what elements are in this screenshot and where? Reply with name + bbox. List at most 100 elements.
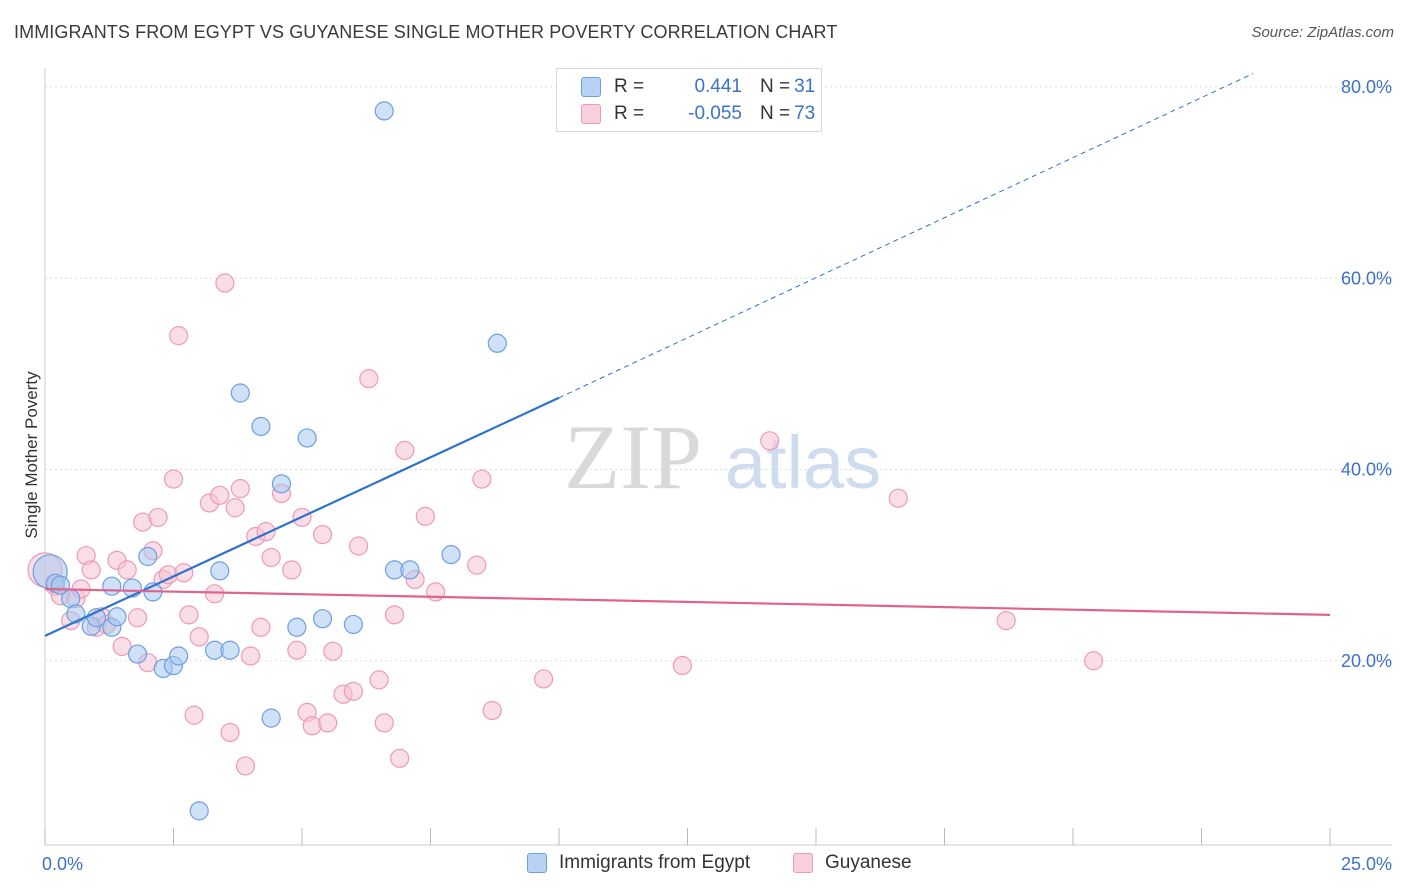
y-tick-label: 20.0% — [1341, 651, 1392, 671]
guyanese-point — [282, 560, 302, 580]
guyanese-point — [323, 641, 343, 661]
egypt-point — [261, 708, 281, 728]
egypt-point — [287, 617, 307, 637]
watermark-zip: ZIP — [564, 406, 702, 508]
guyanese-point — [318, 713, 338, 733]
egypt-trend-line — [44, 396, 560, 637]
egypt-point — [374, 101, 394, 121]
guyanese-point — [261, 547, 281, 568]
guyanese-swatch — [581, 104, 601, 124]
guyanese-point — [672, 655, 692, 676]
legend-row-guyanese: R = -0.055 N = 73 — [581, 101, 815, 127]
guyanese-point — [184, 705, 204, 725]
egypt-point — [271, 474, 292, 494]
legend-n-value: 73 — [794, 103, 816, 124]
egypt-point — [441, 545, 461, 565]
guyanese-point — [210, 485, 230, 505]
y-tick-label: 40.0% — [1341, 460, 1392, 480]
guyanese-point — [189, 627, 209, 647]
x-tick-label: 25.0% — [1341, 854, 1392, 874]
guyanese-point — [205, 584, 225, 604]
egypt-point — [312, 609, 333, 629]
y-tick-label: 80.0% — [1341, 77, 1392, 97]
guyanese-legend-label: Guyanese — [825, 852, 912, 873]
guyanese-point — [230, 479, 250, 499]
axes — [44, 68, 1392, 846]
watermark-atlas: atlas — [725, 421, 881, 504]
trend-lines — [44, 73, 1331, 637]
legend-r-label: R = — [614, 76, 645, 97]
egypt-point — [210, 561, 230, 581]
guyanese-point — [390, 748, 410, 768]
egypt-point — [220, 640, 240, 660]
guyanese-point — [225, 498, 245, 518]
guyanese-point — [169, 326, 189, 346]
guyanese-trend-line — [44, 587, 1331, 616]
guyanese-points — [27, 273, 1104, 776]
guyanese-point — [112, 636, 132, 657]
guyanese-point — [1083, 651, 1104, 671]
guyanese-point — [359, 369, 379, 389]
egypt-legend-label: Immigrants from Egypt — [559, 852, 751, 873]
guyanese-point — [369, 670, 389, 690]
watermark: ZIP atlas — [564, 406, 881, 508]
egypt-legend-swatch — [527, 853, 547, 873]
egypt-point — [189, 801, 209, 821]
egypt-point — [251, 416, 271, 437]
egypt-point — [107, 607, 127, 627]
guyanese-point — [179, 605, 199, 625]
egypt-point — [138, 546, 158, 567]
guyanese-point — [287, 640, 307, 660]
egypt-point — [487, 333, 507, 353]
guyanese-point — [81, 560, 101, 580]
guyanese-point — [415, 506, 435, 526]
egypt-point — [400, 560, 420, 580]
legend-item-guyanese: Guyanese — [793, 852, 912, 874]
guyanese-point — [220, 722, 240, 743]
series-legend: Immigrants from Egypt Guyanese — [0, 852, 1406, 878]
source-label: Source: ZipAtlas.com — [1251, 24, 1394, 41]
guyanese-point — [241, 646, 261, 666]
egypt-swatch — [581, 77, 601, 97]
guyanese-point — [760, 431, 780, 451]
stats-legend: R = 0.441 N = 31 R = -0.055 N = 73 — [556, 68, 822, 132]
egypt-point — [127, 644, 148, 664]
guyanese-point — [888, 488, 908, 508]
y-tick-label: 60.0% — [1341, 268, 1392, 288]
guyanese-point — [343, 681, 363, 701]
egypt-point — [297, 428, 317, 448]
guyanese-point — [482, 700, 502, 721]
x-tick-label: 0.0% — [42, 854, 83, 874]
guyanese-point — [533, 669, 554, 689]
guyanese-point — [312, 524, 333, 545]
egypt-points — [32, 101, 507, 821]
guyanese-point — [467, 555, 487, 575]
egypt-point — [66, 604, 86, 624]
egypt-point — [230, 383, 250, 403]
guyanese-legend-swatch — [793, 853, 813, 873]
guyanese-point — [235, 756, 256, 776]
chart-title: IMMIGRANTS FROM EGYPT VS GUYANESE SINGLE… — [14, 22, 838, 42]
legend-r-value: -0.055 — [688, 103, 742, 124]
legend-r-value: 0.441 — [694, 76, 742, 97]
guyanese-point — [163, 469, 184, 489]
legend-row-egypt: R = 0.441 N = 31 — [581, 74, 815, 100]
guyanese-point — [996, 610, 1016, 631]
legend-r-label: R = — [614, 103, 645, 124]
legend-item-egypt: Immigrants from Egypt — [527, 852, 750, 874]
legend-n-label: N = — [760, 76, 791, 97]
legend-n-value: 31 — [794, 76, 816, 97]
guyanese-point — [215, 273, 235, 293]
guyanese-point — [374, 713, 394, 733]
guyanese-point — [472, 469, 492, 489]
egypt-point — [102, 576, 122, 596]
guyanese-point — [117, 560, 137, 580]
guyanese-point — [395, 440, 415, 460]
tick-labels: 20.0% 40.0% 60.0% 80.0% 0.0% 25.0% — [42, 77, 1392, 874]
guyanese-point — [384, 605, 405, 625]
guyanese-point — [348, 536, 369, 556]
legend-n-label: N = — [760, 103, 791, 124]
grid-lines — [45, 86, 1392, 662]
egypt-trend-extension — [558, 73, 1254, 399]
